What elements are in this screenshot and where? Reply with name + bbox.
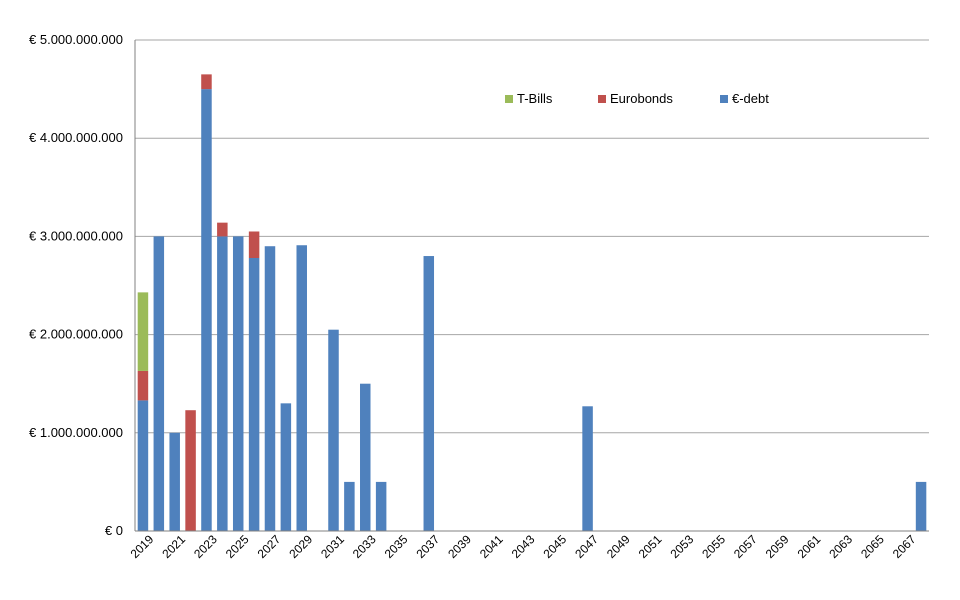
bar-2034-debt bbox=[375, 481, 387, 531]
bar-2029-debt bbox=[296, 245, 307, 532]
legend-label: T-Bills bbox=[517, 91, 553, 106]
legend-swatch bbox=[720, 95, 728, 103]
bar-2024-debt bbox=[217, 236, 228, 531]
bar-2020-debt bbox=[153, 236, 165, 531]
bar-2031-debt bbox=[328, 329, 339, 531]
legend-swatch bbox=[598, 95, 606, 103]
x-tick-label: 2023 bbox=[191, 532, 220, 561]
x-tick-label: 2053 bbox=[668, 532, 697, 561]
bar-2023-debt bbox=[201, 89, 212, 531]
x-tick-label: 2061 bbox=[795, 532, 824, 561]
x-tick-label: 2033 bbox=[350, 532, 379, 561]
x-tick-label: 2065 bbox=[858, 532, 887, 561]
x-tick-label: 2067 bbox=[890, 532, 919, 561]
x-tick-label: 2051 bbox=[636, 532, 665, 561]
x-tick-label: 2059 bbox=[763, 532, 792, 561]
bar-2023-eurobonds bbox=[201, 74, 212, 90]
bar-2019-tbills bbox=[137, 292, 149, 371]
bar-2024-eurobonds bbox=[217, 222, 228, 237]
x-tick-label: 2063 bbox=[826, 532, 855, 561]
x-tick-label: 2021 bbox=[159, 532, 188, 561]
x-tick-label: 2031 bbox=[318, 532, 347, 561]
x-tick-label: 2043 bbox=[509, 532, 538, 561]
y-tick-label: € 1.000.000.000 bbox=[29, 425, 123, 440]
y-tick-label: € 2.000.000.000 bbox=[29, 327, 123, 342]
bar-2021-debt bbox=[169, 432, 180, 531]
x-tick-label: 2037 bbox=[413, 532, 442, 561]
x-tick-label: 2035 bbox=[382, 532, 411, 561]
legend-swatch bbox=[505, 95, 513, 103]
x-axis-ticks: 2019 2021 2023 2025 2027 2029 2031 2033 2035 2037… bbox=[128, 532, 919, 561]
x-tick-label: 2057 bbox=[731, 532, 760, 561]
x-tick-label: 2047 bbox=[572, 532, 601, 561]
bar-2047-debt bbox=[582, 406, 593, 531]
legend: T-Bills Eurobonds €-debt bbox=[505, 91, 769, 106]
bar-2026-eurobonds bbox=[248, 231, 260, 258]
legend-label: €-debt bbox=[732, 91, 769, 106]
y-tick-label: € 3.000.000.000 bbox=[29, 228, 123, 243]
x-tick-label: 2029 bbox=[286, 532, 315, 561]
bar-2026-debt bbox=[248, 258, 260, 531]
x-tick-label: 2049 bbox=[604, 532, 633, 561]
bar-2028-debt bbox=[280, 403, 292, 531]
x-tick-label: 2045 bbox=[540, 532, 569, 561]
bar-2022-eurobonds bbox=[185, 410, 196, 531]
y-tick-label: € 0 bbox=[105, 523, 123, 538]
bar-2033-debt bbox=[360, 383, 371, 531]
bar-2019-eurobonds bbox=[137, 370, 149, 401]
x-tick-label: 2039 bbox=[445, 532, 474, 561]
x-tick-label: 2055 bbox=[699, 532, 728, 561]
bar-2032-debt bbox=[344, 481, 355, 531]
bar-2037-debt bbox=[423, 256, 435, 531]
x-tick-label: 2025 bbox=[223, 532, 252, 561]
y-tick-label: € 5.000.000.000 bbox=[29, 32, 123, 47]
legend-label: Eurobonds bbox=[610, 91, 673, 106]
axes bbox=[134, 40, 929, 532]
bar-2025-debt bbox=[232, 236, 244, 531]
bar-2019-debt bbox=[137, 400, 149, 531]
y-axis-ticks: € 0 € 1.000.000.000 € 2.000.000.000 € 3.000… bbox=[29, 32, 123, 538]
x-tick-label: 2041 bbox=[477, 532, 506, 561]
bar-2068-debt bbox=[915, 481, 927, 531]
bar-2027-debt bbox=[264, 246, 276, 531]
bars bbox=[137, 74, 927, 532]
x-tick-label: 2019 bbox=[128, 532, 157, 561]
x-tick-label: 2027 bbox=[255, 532, 284, 561]
y-tick-label: € 4.000.000.000 bbox=[29, 130, 123, 145]
